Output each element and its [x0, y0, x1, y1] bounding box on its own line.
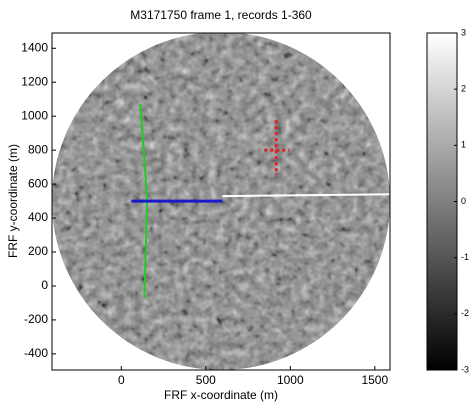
- x-axis-label: FRF x-coordinate (m): [164, 388, 278, 402]
- x-tick-label: 1000: [277, 373, 304, 387]
- plot-frame: [51, 32, 391, 371]
- y-tick-label: 1200: [21, 74, 48, 88]
- colorbar-tick-label: 2: [461, 84, 466, 94]
- y-tick-label: 1400: [21, 40, 48, 54]
- colorbar-tick-label: 0: [461, 196, 466, 206]
- colorbar-tick-label: -2: [461, 308, 469, 318]
- y-tick-label: 0: [41, 278, 48, 292]
- y-tick-label: -400: [24, 346, 48, 360]
- chart-title: M3171750 frame 1, records 1-360: [130, 8, 312, 22]
- colorbar-tick-label: 1: [461, 140, 466, 150]
- x-tick-label: 1500: [361, 373, 388, 387]
- y-tick-label: 600: [28, 176, 48, 190]
- y-tick-label: 400: [28, 210, 48, 224]
- x-tick-label: 500: [196, 373, 216, 387]
- y-tick-label: -200: [24, 312, 48, 326]
- colorbar-tick-label: -3: [461, 364, 469, 374]
- colorbar-tick-label: 3: [461, 27, 466, 37]
- colorbar-tick-label: -1: [461, 252, 469, 262]
- x-tick-label: 0: [118, 373, 125, 387]
- y-axis-label: FRF y-coordinate (m): [6, 144, 20, 258]
- colorbar: [426, 32, 458, 371]
- y-tick-label: 800: [28, 142, 48, 156]
- y-tick-label: 200: [28, 244, 48, 258]
- y-tick-label: 1000: [21, 108, 48, 122]
- overlay-line: [222, 193, 390, 198]
